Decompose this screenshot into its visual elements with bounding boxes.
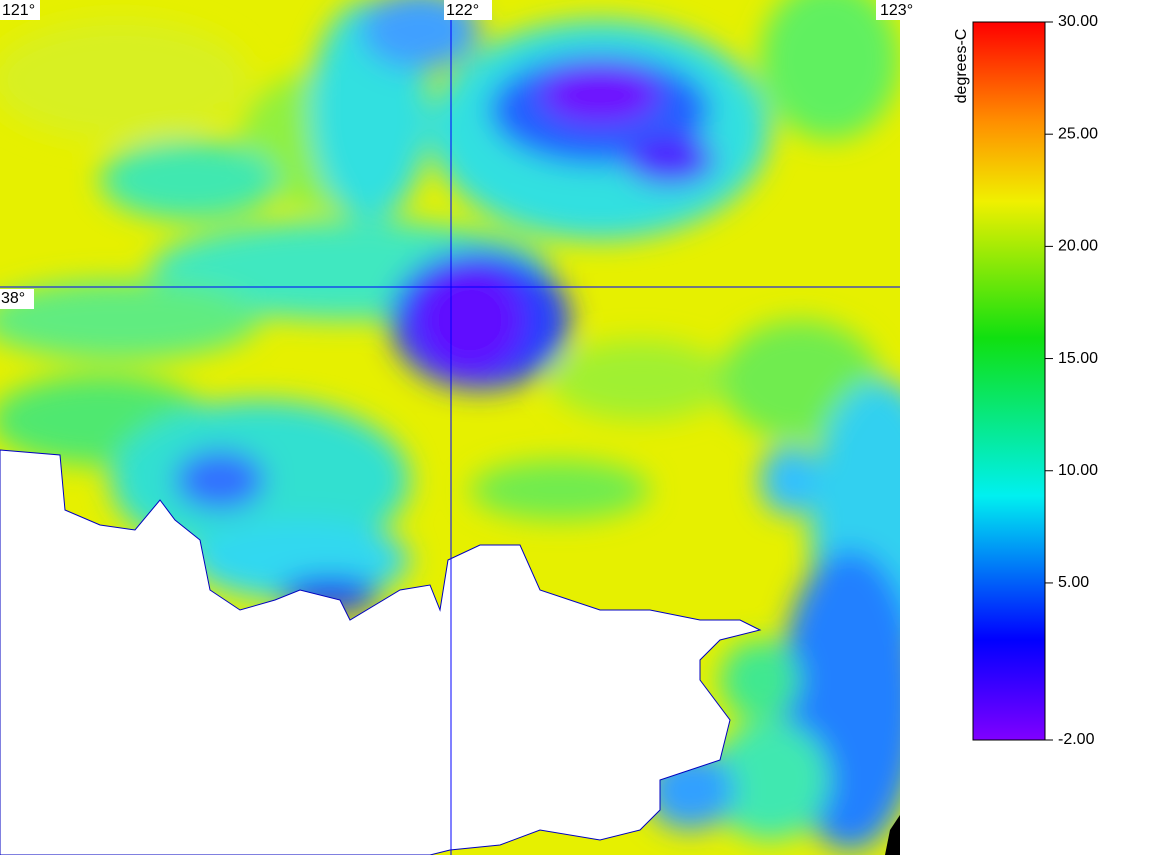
land xyxy=(0,449,762,855)
temperature-patch xyxy=(0,20,250,140)
colorbar xyxy=(972,21,1046,741)
temperature-patch xyxy=(720,640,800,720)
temperature-patch xyxy=(710,720,830,840)
colorbar-tick-label: 15.00 xyxy=(1058,350,1098,367)
colorbar-tick-label: 25.00 xyxy=(1058,125,1098,142)
field-patches xyxy=(0,0,900,850)
temperature-patch xyxy=(100,140,280,220)
colorbar-title: degrees-C xyxy=(953,29,970,104)
lon-label: 122° xyxy=(446,2,479,19)
temperature-patch xyxy=(415,265,525,375)
temperature-patch xyxy=(760,0,900,140)
lon-label: 123° xyxy=(880,2,913,19)
temperature-patch xyxy=(175,450,265,510)
no-data xyxy=(885,815,900,855)
sst-field xyxy=(0,0,900,855)
label-bg xyxy=(444,0,492,20)
label-bg xyxy=(0,0,40,20)
temperature-patch xyxy=(550,340,730,420)
colorbar-tick-label: 5.00 xyxy=(1058,574,1089,591)
temperature-patch xyxy=(540,65,660,125)
lat-label: 38° xyxy=(1,290,25,307)
temperature-patch xyxy=(470,460,650,520)
colorbar-tick-label: 20.00 xyxy=(1058,238,1098,255)
temperature-patch xyxy=(0,280,260,360)
lon-label: 121° xyxy=(2,2,35,19)
label-bg xyxy=(876,0,924,20)
label-bg xyxy=(0,289,34,309)
temperature-patch xyxy=(760,445,820,515)
colorbar-tick-label: 30.00 xyxy=(1058,13,1098,30)
colorbar-tick-label: 10.00 xyxy=(1058,462,1098,479)
colorbar-tick-label: -2.00 xyxy=(1058,731,1095,748)
temperature-patch xyxy=(625,135,715,185)
